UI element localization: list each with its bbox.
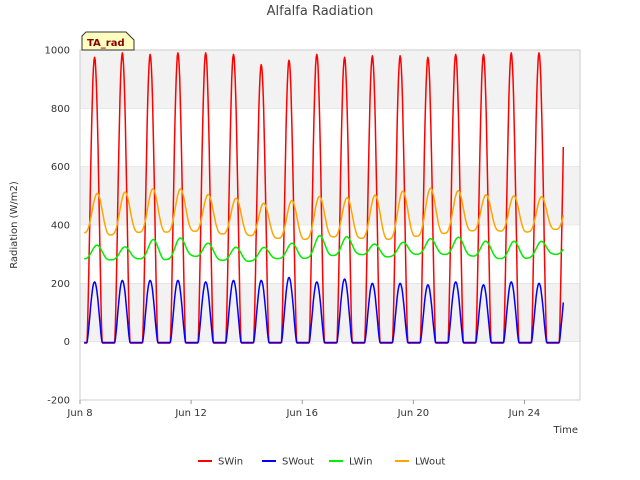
background-band — [80, 341, 580, 400]
legend-label-lwout: LWout — [415, 457, 445, 468]
background-band — [80, 50, 580, 109]
x-tick-label: Jun 12 — [174, 408, 207, 419]
y-tick-label: 400 — [51, 221, 70, 232]
series-line-swout — [83, 276, 565, 344]
legend: SWin SWout LWin LWout — [198, 457, 445, 468]
plot-area-frame — [79, 49, 581, 401]
x-axis-tick-labels: Jun 8 Jun 12 Jun 16 Jun 20 Jun 24 — [66, 400, 540, 419]
y-tick-label: 600 — [51, 162, 70, 173]
y-tick-label: -200 — [47, 396, 70, 407]
badge-label: TA_rad — [87, 38, 125, 49]
y-axis-label: Radiation (W/m2) — [9, 181, 20, 269]
x-tick-label: Jun 24 — [508, 408, 541, 419]
badge-shape — [81, 31, 135, 51]
background-band — [80, 108, 580, 167]
legend-label-swout: SWout — [282, 457, 314, 468]
y-tick-label: 800 — [51, 104, 70, 115]
ta-rad-badge: TA_rad — [81, 31, 135, 51]
x-axis-label: Time — [553, 425, 578, 436]
x-tick-label: Jun 16 — [285, 408, 318, 419]
x-tick-label: Jun 8 — [66, 408, 92, 419]
series-line-lwin — [83, 234, 564, 262]
series-lines — [83, 52, 565, 344]
plot-background-bands — [80, 50, 580, 400]
legend-label-swin: SWin — [218, 457, 243, 468]
y-tick-label: 200 — [51, 279, 70, 290]
background-band — [80, 283, 580, 342]
y-axis-tick-labels: -200 0 200 400 600 800 1000 — [45, 46, 70, 407]
x-tick-label: Jun 20 — [397, 408, 430, 419]
y-tick-label: 1000 — [45, 46, 70, 57]
chart-title: Alfalfa Radiation — [267, 4, 374, 19]
series-line-lwout — [83, 187, 565, 241]
legend-label-lwin: LWin — [349, 457, 372, 468]
background-band — [80, 166, 580, 225]
y-tick-label: 0 — [64, 337, 70, 348]
